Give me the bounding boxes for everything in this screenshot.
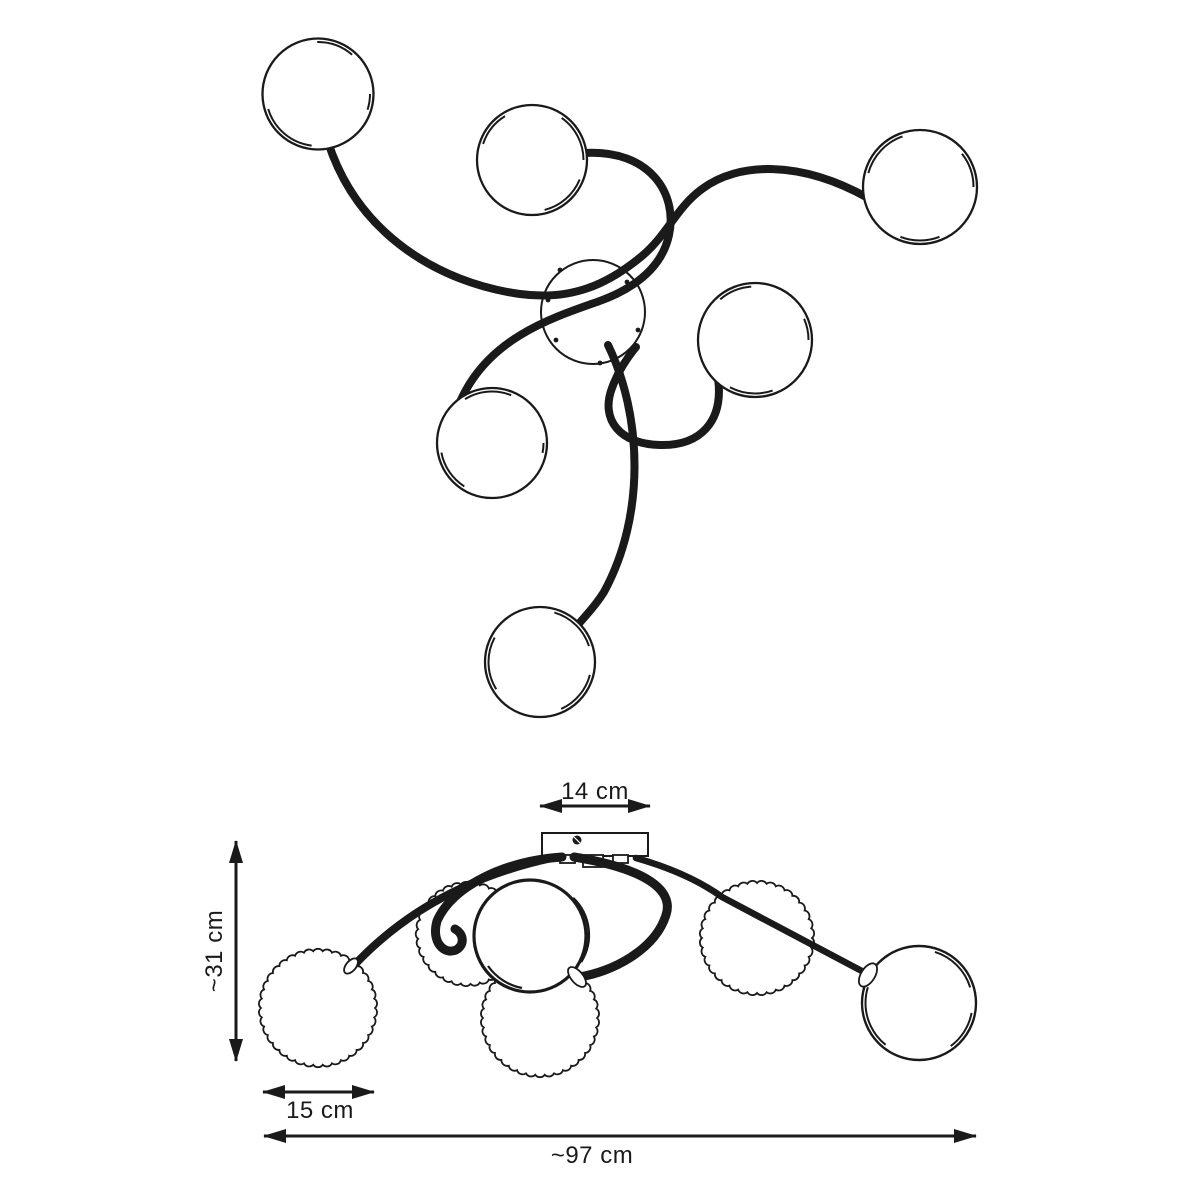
globe-outline (472, 878, 588, 994)
globe-outline (861, 128, 979, 246)
globe-sketch-rim (864, 948, 974, 1058)
screw-dot (597, 360, 603, 366)
globe-sketch-rim (265, 41, 371, 147)
dimensions: 14 cm ~31 cm 15 cm ~97 cm (201, 778, 977, 1169)
side-globe-front (472, 878, 591, 994)
side-arm-loop-hook-core (433, 854, 565, 954)
dim-label-globe-diameter: 15 cm (286, 1097, 354, 1124)
screw-slot (573, 836, 581, 844)
canopy-disc (540, 259, 646, 365)
side-arm-loop-right-core (571, 854, 670, 980)
top-globe-topleft (261, 37, 375, 151)
globe-sketch-rim (700, 285, 810, 395)
side-view (258, 832, 978, 1079)
side-globe-right (858, 944, 978, 1062)
top-globe-uppermiddle (475, 103, 589, 217)
globe-outline (860, 944, 978, 1062)
left-globe-collar (343, 957, 359, 975)
dim-canopy-width: 14 cm (539, 778, 651, 813)
arm-uppermiddle-to-midleft-core (457, 150, 673, 405)
dim-fixture-height: ~31 cm (201, 840, 243, 1062)
screw-dot (553, 337, 559, 343)
side-arm-loop-right (569, 852, 672, 982)
top-globe-right (861, 128, 979, 246)
dim-label-fixture-height: ~31 cm (201, 910, 228, 992)
ceiling-canopy (541, 832, 649, 857)
screw-dot (557, 267, 563, 273)
side-globe-left-scalloped (258, 947, 378, 1069)
globe-outline (696, 281, 814, 399)
arm-bottom-core (574, 342, 637, 629)
bottom-globe-fitting (567, 966, 587, 988)
globe-sketch-rim (487, 965, 523, 990)
dim-label-total-width: ~97 cm (551, 1142, 633, 1169)
top-view (261, 37, 979, 719)
top-globe-midright (696, 281, 814, 399)
globe-outline (483, 605, 597, 719)
globe-sketch-rim (479, 107, 585, 213)
top-globe-bottom (483, 605, 597, 719)
dim-label-canopy-width: 14 cm (561, 778, 629, 805)
dim-total-width: ~97 cm (263, 1129, 977, 1169)
globe-sketch-rim (487, 609, 593, 715)
side-arm-rod-right-core (634, 856, 877, 980)
side-globe-rightmid-scalloped (699, 880, 815, 996)
right-globe-collar (858, 962, 878, 988)
globe-outline (475, 103, 589, 217)
globe-sketch-rim (572, 897, 591, 963)
globe-outline (261, 37, 375, 151)
arm-topleft-to-right-core (325, 139, 871, 298)
screw-dot (635, 327, 641, 333)
globe-sketch-rim (439, 390, 545, 496)
globe-sketch-rim (865, 132, 975, 242)
dim-globe-diameter: 15 cm (262, 1085, 375, 1124)
top-globe-midleft (435, 386, 549, 500)
globe-outline (435, 386, 549, 500)
